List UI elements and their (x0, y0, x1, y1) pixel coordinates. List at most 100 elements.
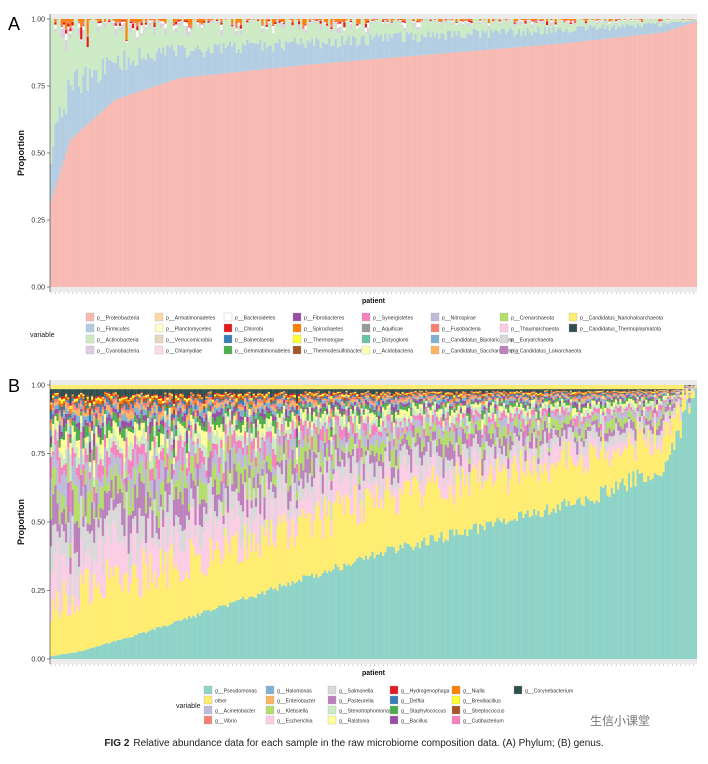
bar-segment (272, 589, 275, 659)
bar-segment (116, 639, 120, 659)
bar-segment (548, 19, 551, 28)
bar-segment (198, 478, 202, 505)
bar-segment (218, 395, 221, 397)
bar-segment (95, 587, 98, 647)
bar-segment (280, 47, 283, 68)
bar-segment (119, 413, 122, 419)
bar-segment (237, 448, 240, 462)
bar-segment (114, 464, 117, 476)
bar-segment (78, 457, 81, 465)
bar-segment (88, 19, 92, 21)
bar-segment (149, 417, 152, 423)
bar-segment (88, 605, 92, 649)
bar-segment (274, 400, 277, 404)
bar-segment (170, 385, 173, 390)
bar-segment (360, 36, 363, 61)
bar-segment (116, 385, 120, 390)
bar-segment (185, 22, 189, 26)
bar-segment (364, 32, 368, 45)
bar-segment (246, 558, 249, 600)
bar-segment (287, 429, 290, 440)
bar-segment (129, 507, 133, 516)
bar-segment (384, 33, 387, 59)
bar-segment (220, 53, 223, 74)
bar-segment (73, 435, 76, 454)
bar-segment (664, 22, 667, 32)
bar-segment (280, 416, 283, 424)
bar-segment (181, 395, 184, 398)
bar-segment (222, 389, 225, 394)
bar-segment (410, 32, 413, 57)
bar-segment (304, 19, 307, 24)
bar-segment (293, 467, 296, 483)
bar-segment (438, 20, 441, 22)
bar-segment (185, 417, 189, 428)
bar-segment (166, 403, 169, 408)
bar-segment (229, 426, 232, 433)
bar-segment (397, 20, 400, 22)
bar-segment (140, 90, 143, 287)
bar-segment (308, 575, 312, 659)
bar-segment (522, 46, 525, 287)
bar-segment (168, 395, 171, 397)
bar-segment (52, 451, 55, 456)
bar-segment (358, 27, 361, 45)
bar-segment (84, 66, 87, 127)
bar-segment (110, 395, 113, 399)
bar-segment (56, 399, 59, 403)
bar-segment (461, 51, 465, 288)
bar-segment (162, 403, 165, 406)
bar-segment (138, 453, 141, 466)
bar-segment (416, 29, 419, 42)
bar-segment (149, 553, 152, 631)
bar-segment (114, 444, 117, 458)
bar-segment (574, 42, 577, 288)
bar-segment (298, 402, 301, 406)
bar-segment (550, 19, 553, 21)
bar-segment (267, 437, 271, 454)
bar-segment (280, 389, 283, 392)
bar-segment (181, 19, 184, 46)
bar-segment (304, 488, 307, 519)
bar-segment (218, 457, 221, 474)
bar-segment (125, 428, 128, 432)
bar-segment (86, 389, 89, 396)
bar-segment (60, 117, 63, 167)
bar-segment (257, 396, 260, 398)
bar-segment (164, 414, 167, 423)
bar-segment (73, 652, 76, 659)
bar-segment (248, 596, 251, 659)
legend: variablep__Proteobacteriap__Firmicutesp_… (30, 312, 663, 354)
bar-segment (323, 23, 327, 44)
bar-segment (226, 607, 230, 659)
bar-segment (254, 412, 258, 420)
bar-segment (216, 416, 219, 425)
bar-segment (211, 443, 214, 459)
bar-segment (177, 22, 180, 26)
bar-segment (308, 42, 312, 65)
bar-segment (651, 22, 654, 34)
bar-segment (78, 131, 81, 287)
bar-segment (131, 418, 135, 427)
bar-segment (589, 19, 592, 25)
bar-segment (168, 436, 171, 456)
bar-segment (69, 415, 72, 418)
bar-segment (142, 402, 145, 404)
bar-segment (453, 52, 456, 288)
bar-segment (304, 23, 307, 25)
bar-segment (323, 63, 327, 288)
bar-segment (481, 50, 484, 288)
bar-segment (343, 32, 346, 45)
bar-segment (246, 22, 249, 24)
bar-segment (82, 400, 85, 406)
bar-segment (80, 415, 83, 424)
legend-swatch (85, 323, 95, 333)
bar-segment (131, 397, 135, 401)
bar-segment (254, 397, 258, 400)
bar-segment (157, 411, 161, 415)
bar-segment (274, 454, 277, 471)
bar-segment (207, 20, 210, 22)
bar-segment (315, 434, 318, 439)
bar-segment (403, 20, 406, 22)
bar-segment (515, 33, 519, 48)
